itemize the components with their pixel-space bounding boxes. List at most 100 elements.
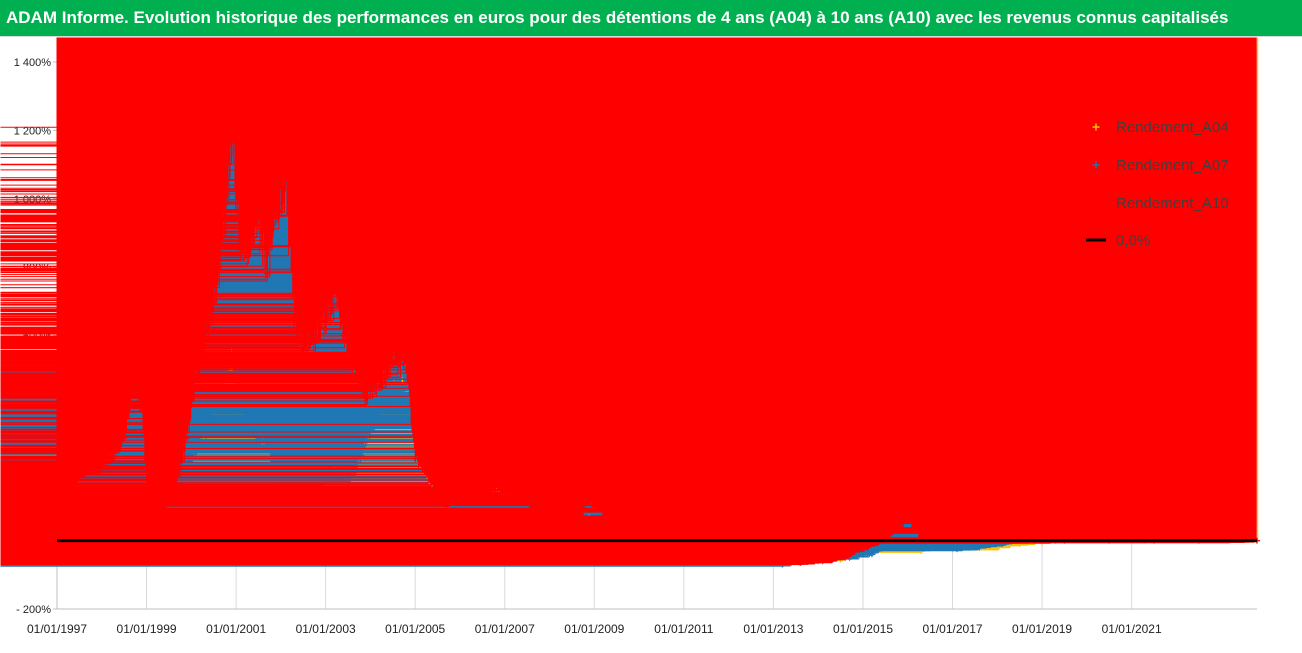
data-point	[443, 503, 450, 510]
x-tick-label: 01/01/2021	[1102, 622, 1162, 636]
data-point	[421, 469, 428, 476]
report-banner-title: ADAM Informe. Evolution historique des p…	[6, 8, 1229, 27]
data-point	[389, 359, 396, 366]
data-point	[237, 407, 244, 414]
data-point	[465, 496, 472, 503]
legend-item: Rendement_A10	[1092, 195, 1229, 212]
data-point	[819, 558, 826, 565]
x-tick-label: 01/01/2015	[833, 622, 893, 636]
data-point	[895, 523, 902, 530]
legend-item: 0,0%	[1086, 232, 1150, 249]
data-point	[868, 551, 875, 558]
data-point	[54, 493, 60, 500]
y-tick-label: 1 200%	[14, 125, 52, 137]
data-point	[201, 339, 208, 346]
x-tick-label: 01/01/1999	[117, 622, 177, 636]
x-tick-label: 01/01/1997	[27, 622, 87, 636]
data-point	[121, 435, 128, 442]
data-point	[183, 435, 190, 442]
data-point	[707, 558, 714, 565]
data-point	[842, 554, 849, 561]
legend-label: Rendement_A07	[1116, 157, 1229, 174]
series-rendement-a10	[0, 37, 1260, 566]
data-point	[430, 486, 437, 493]
x-tick-label: 01/01/2007	[475, 622, 535, 636]
data-point	[936, 544, 943, 551]
x-tick-label: 01/01/2005	[385, 622, 445, 636]
performance-chart: 01/01/1997 01/01/1999 01/01/2001 01/01/2003…	[0, 37, 1260, 636]
data-point	[219, 229, 226, 236]
legend-label: 0,0%	[1116, 232, 1150, 249]
data-point	[206, 414, 213, 421]
series-layer	[0, 37, 1260, 568]
data-point	[237, 247, 244, 254]
data-point	[94, 465, 101, 472]
data-point	[519, 496, 526, 503]
data-point	[331, 284, 338, 291]
x-tick-label: 01/01/2001	[206, 622, 266, 636]
data-point	[309, 335, 316, 342]
legend-plus-symbol	[1092, 161, 1100, 169]
data-point	[618, 523, 625, 530]
data-point	[904, 517, 911, 524]
data-point	[479, 493, 486, 500]
axis-layer: 01/01/1997 01/01/1999 01/01/2001 01/01/2003…	[14, 57, 1257, 636]
data-point	[143, 486, 150, 493]
data-point	[80, 469, 87, 476]
data-point	[67, 486, 74, 493]
x-tick-label: 01/01/2019	[1012, 622, 1072, 636]
x-tick-label: 01/01/2017	[922, 622, 982, 636]
data-point	[604, 517, 611, 524]
data-point	[376, 383, 383, 390]
data-point	[649, 547, 656, 554]
y-tick-label: 1 400%	[14, 57, 52, 69]
data-point	[403, 366, 410, 373]
data-point	[797, 559, 804, 566]
data-point	[559, 527, 566, 534]
data-point	[152, 517, 159, 524]
data-point	[291, 315, 298, 322]
data-point	[246, 424, 253, 431]
data-point	[492, 486, 499, 493]
x-tick-label: 01/01/2003	[296, 622, 356, 636]
data-point	[452, 489, 459, 496]
legend-label: Rendement_A10	[1116, 195, 1229, 212]
data-point	[107, 455, 114, 462]
data-point	[354, 376, 360, 383]
legend-plus-symbol	[1092, 199, 1100, 207]
report-banner: ADAM Informe. Evolution historique des p…	[0, 0, 1302, 36]
data-point	[394, 380, 401, 387]
x-tick-label: 01/01/2011	[654, 622, 713, 636]
data-point	[174, 472, 181, 479]
data-point	[380, 400, 387, 407]
data-point	[886, 544, 893, 551]
data-point	[192, 448, 199, 455]
data-point	[367, 428, 374, 435]
data-point	[730, 558, 737, 565]
data-point	[533, 510, 540, 517]
x-tick-label: 01/01/2013	[743, 622, 803, 636]
data-point	[246, 243, 253, 250]
data-point	[139, 407, 146, 414]
data-point	[412, 455, 419, 462]
data-point	[362, 394, 369, 401]
data-point	[864, 544, 871, 551]
legend: Rendement_A04 Rendement_A07 Rendement_A10 0…	[1086, 119, 1229, 249]
data-point	[358, 452, 365, 459]
data-point	[264, 441, 271, 448]
data-point	[976, 544, 983, 551]
data-point	[774, 558, 781, 565]
data-point	[255, 223, 262, 230]
data-point	[130, 373, 137, 380]
data-point	[273, 212, 280, 219]
data-point	[322, 318, 329, 325]
data-point	[582, 496, 589, 503]
chart-container: 01/01/1997 01/01/1999 01/01/2001 01/01/2003…	[0, 36, 1302, 648]
y-tick-label: - 200%	[16, 604, 51, 616]
x-tick-label: 01/01/2009	[564, 622, 624, 636]
data-point	[264, 270, 271, 277]
data-point	[210, 298, 217, 305]
data-point	[340, 332, 347, 339]
legend-item: Rendement_A07	[1092, 157, 1229, 174]
data-point	[546, 520, 553, 527]
